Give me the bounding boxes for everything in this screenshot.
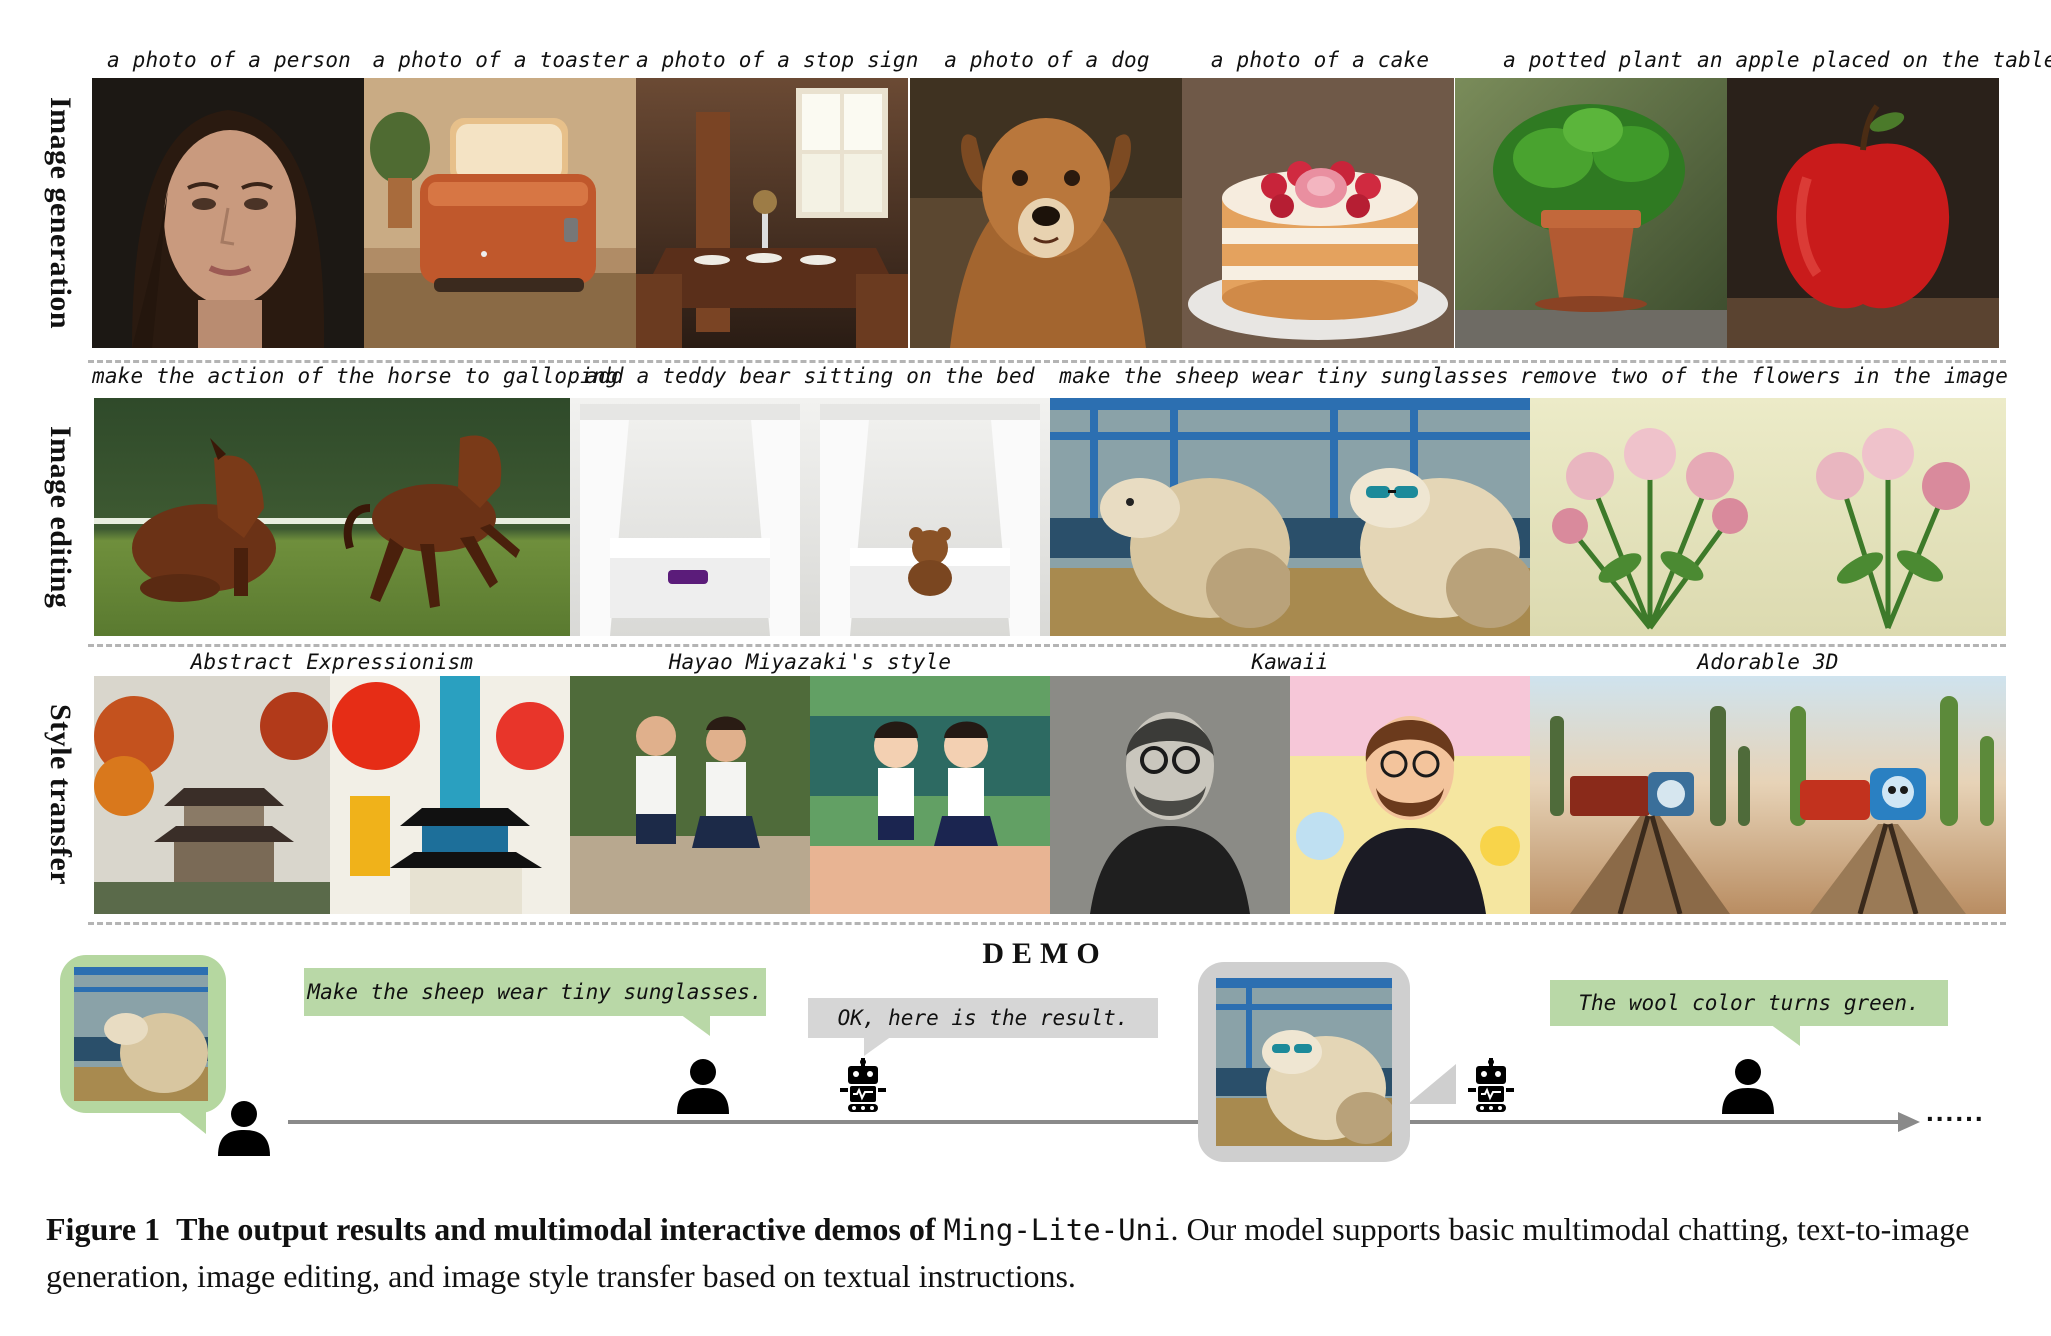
gen-caption-apple: an apple placed on the table	[1697, 48, 2051, 72]
row-label-generation-text: Image generation	[44, 96, 77, 330]
gen-caption-person: a photo of a person	[106, 48, 352, 72]
divider-1	[88, 360, 2006, 363]
gen-image-dining-room	[636, 78, 908, 348]
bot-message-1-tail	[864, 1036, 892, 1056]
edit-image-bed-after	[810, 398, 1050, 636]
figure-caption: Figure 1 The output results and multimod…	[46, 1206, 2016, 1299]
gen-image-apple	[1727, 78, 1999, 348]
edit-image-sheep-after	[1290, 398, 1530, 636]
row-label-style-text: Style transfer	[44, 704, 77, 886]
edit-image-horse-before	[94, 398, 330, 636]
gen-image-toaster	[364, 78, 636, 348]
row-label-editing-text: Image editing	[44, 425, 77, 609]
edit-caption-sheep: make the sheep wear tiny sunglasses	[1059, 364, 1509, 388]
style-image-man-before	[1050, 676, 1290, 914]
user-icon	[218, 1101, 270, 1156]
gen-image-person	[92, 78, 364, 348]
gen-image-potted-plant	[1455, 78, 1727, 348]
demo-input-frame-tail	[176, 1110, 206, 1134]
user-message-1: Make the sheep wear tiny sunglasses.	[304, 968, 766, 1016]
edit-caption-horse: make the action of the horse to gallopin…	[92, 364, 619, 388]
user-message-2: The wool color turns green.	[1550, 980, 1948, 1026]
row-label-editing: Image editing	[38, 398, 82, 636]
gen-caption-potted-plant: a potted plant	[1503, 48, 1683, 72]
style-caption-kawaii: Kawaii	[1251, 650, 1329, 674]
edit-caption-teddy: add a teddy bear sitting on the bed	[585, 364, 1035, 388]
gen-caption-stop-sign: a photo of a stop sign	[636, 48, 919, 72]
edit-image-horse-after	[330, 398, 570, 636]
timeline-arrow	[288, 1120, 1900, 1124]
timeline-arrowhead	[1898, 1112, 1920, 1132]
robot-icon	[1468, 1058, 1514, 1112]
row-label-generation: Image generation	[38, 78, 82, 348]
gen-caption-dog: a photo of a dog	[944, 48, 1150, 72]
style-image-pagoda-before	[94, 676, 330, 914]
style-image-train-after	[1770, 676, 2006, 914]
demo-result-image	[1216, 978, 1392, 1146]
edit-image-sheep-before	[1050, 398, 1290, 636]
figure-caption-bold: The output results and multimodal intera…	[176, 1211, 936, 1247]
style-image-train-before	[1530, 676, 1770, 914]
demo-result-frame-tail	[1408, 1064, 1456, 1104]
model-name: Ming-Lite-Uni	[943, 1213, 1171, 1247]
demo-title: DEMO	[982, 937, 1108, 970]
row-label-style: Style transfer	[38, 676, 82, 914]
timeline-ellipsis: ......	[1926, 1096, 1985, 1127]
user-icon	[677, 1059, 729, 1114]
divider-2	[88, 644, 2006, 647]
divider-3	[88, 922, 2006, 925]
style-caption-adorable-3d: Adorable 3D	[1697, 650, 1839, 674]
robot-icon	[840, 1058, 886, 1112]
style-caption-miyazaki: Hayao Miyazaki's style	[668, 650, 952, 674]
user-message-1-tail	[680, 1014, 710, 1036]
user-message-2-tail	[1770, 1024, 1800, 1046]
style-image-pagoda-after	[330, 676, 570, 914]
gen-image-cake	[1182, 78, 1454, 348]
gen-caption-toaster: a photo of a toaster	[372, 48, 630, 72]
demo-input-image	[74, 967, 208, 1101]
style-image-kids-before	[570, 676, 810, 914]
edit-caption-flowers: remove two of the flowers in the image	[1520, 364, 2009, 388]
figure-label: Figure 1	[46, 1211, 161, 1247]
figure-caption-rest: . Our model supports basic multimodal ch…	[46, 1211, 1970, 1294]
user-icon	[1722, 1059, 1774, 1114]
gen-image-dog	[910, 78, 1182, 348]
bot-message-1: OK, here is the result.	[808, 998, 1158, 1038]
gen-caption-cake: a photo of a cake	[1210, 48, 1430, 72]
edit-image-flowers-after	[1770, 398, 2006, 636]
style-image-kids-after	[810, 676, 1050, 914]
edit-image-flowers-before	[1530, 398, 1770, 636]
style-caption-abstract: Abstract Expressionism	[190, 650, 474, 674]
edit-image-bed-before	[570, 398, 810, 636]
style-image-man-after	[1290, 676, 1530, 914]
